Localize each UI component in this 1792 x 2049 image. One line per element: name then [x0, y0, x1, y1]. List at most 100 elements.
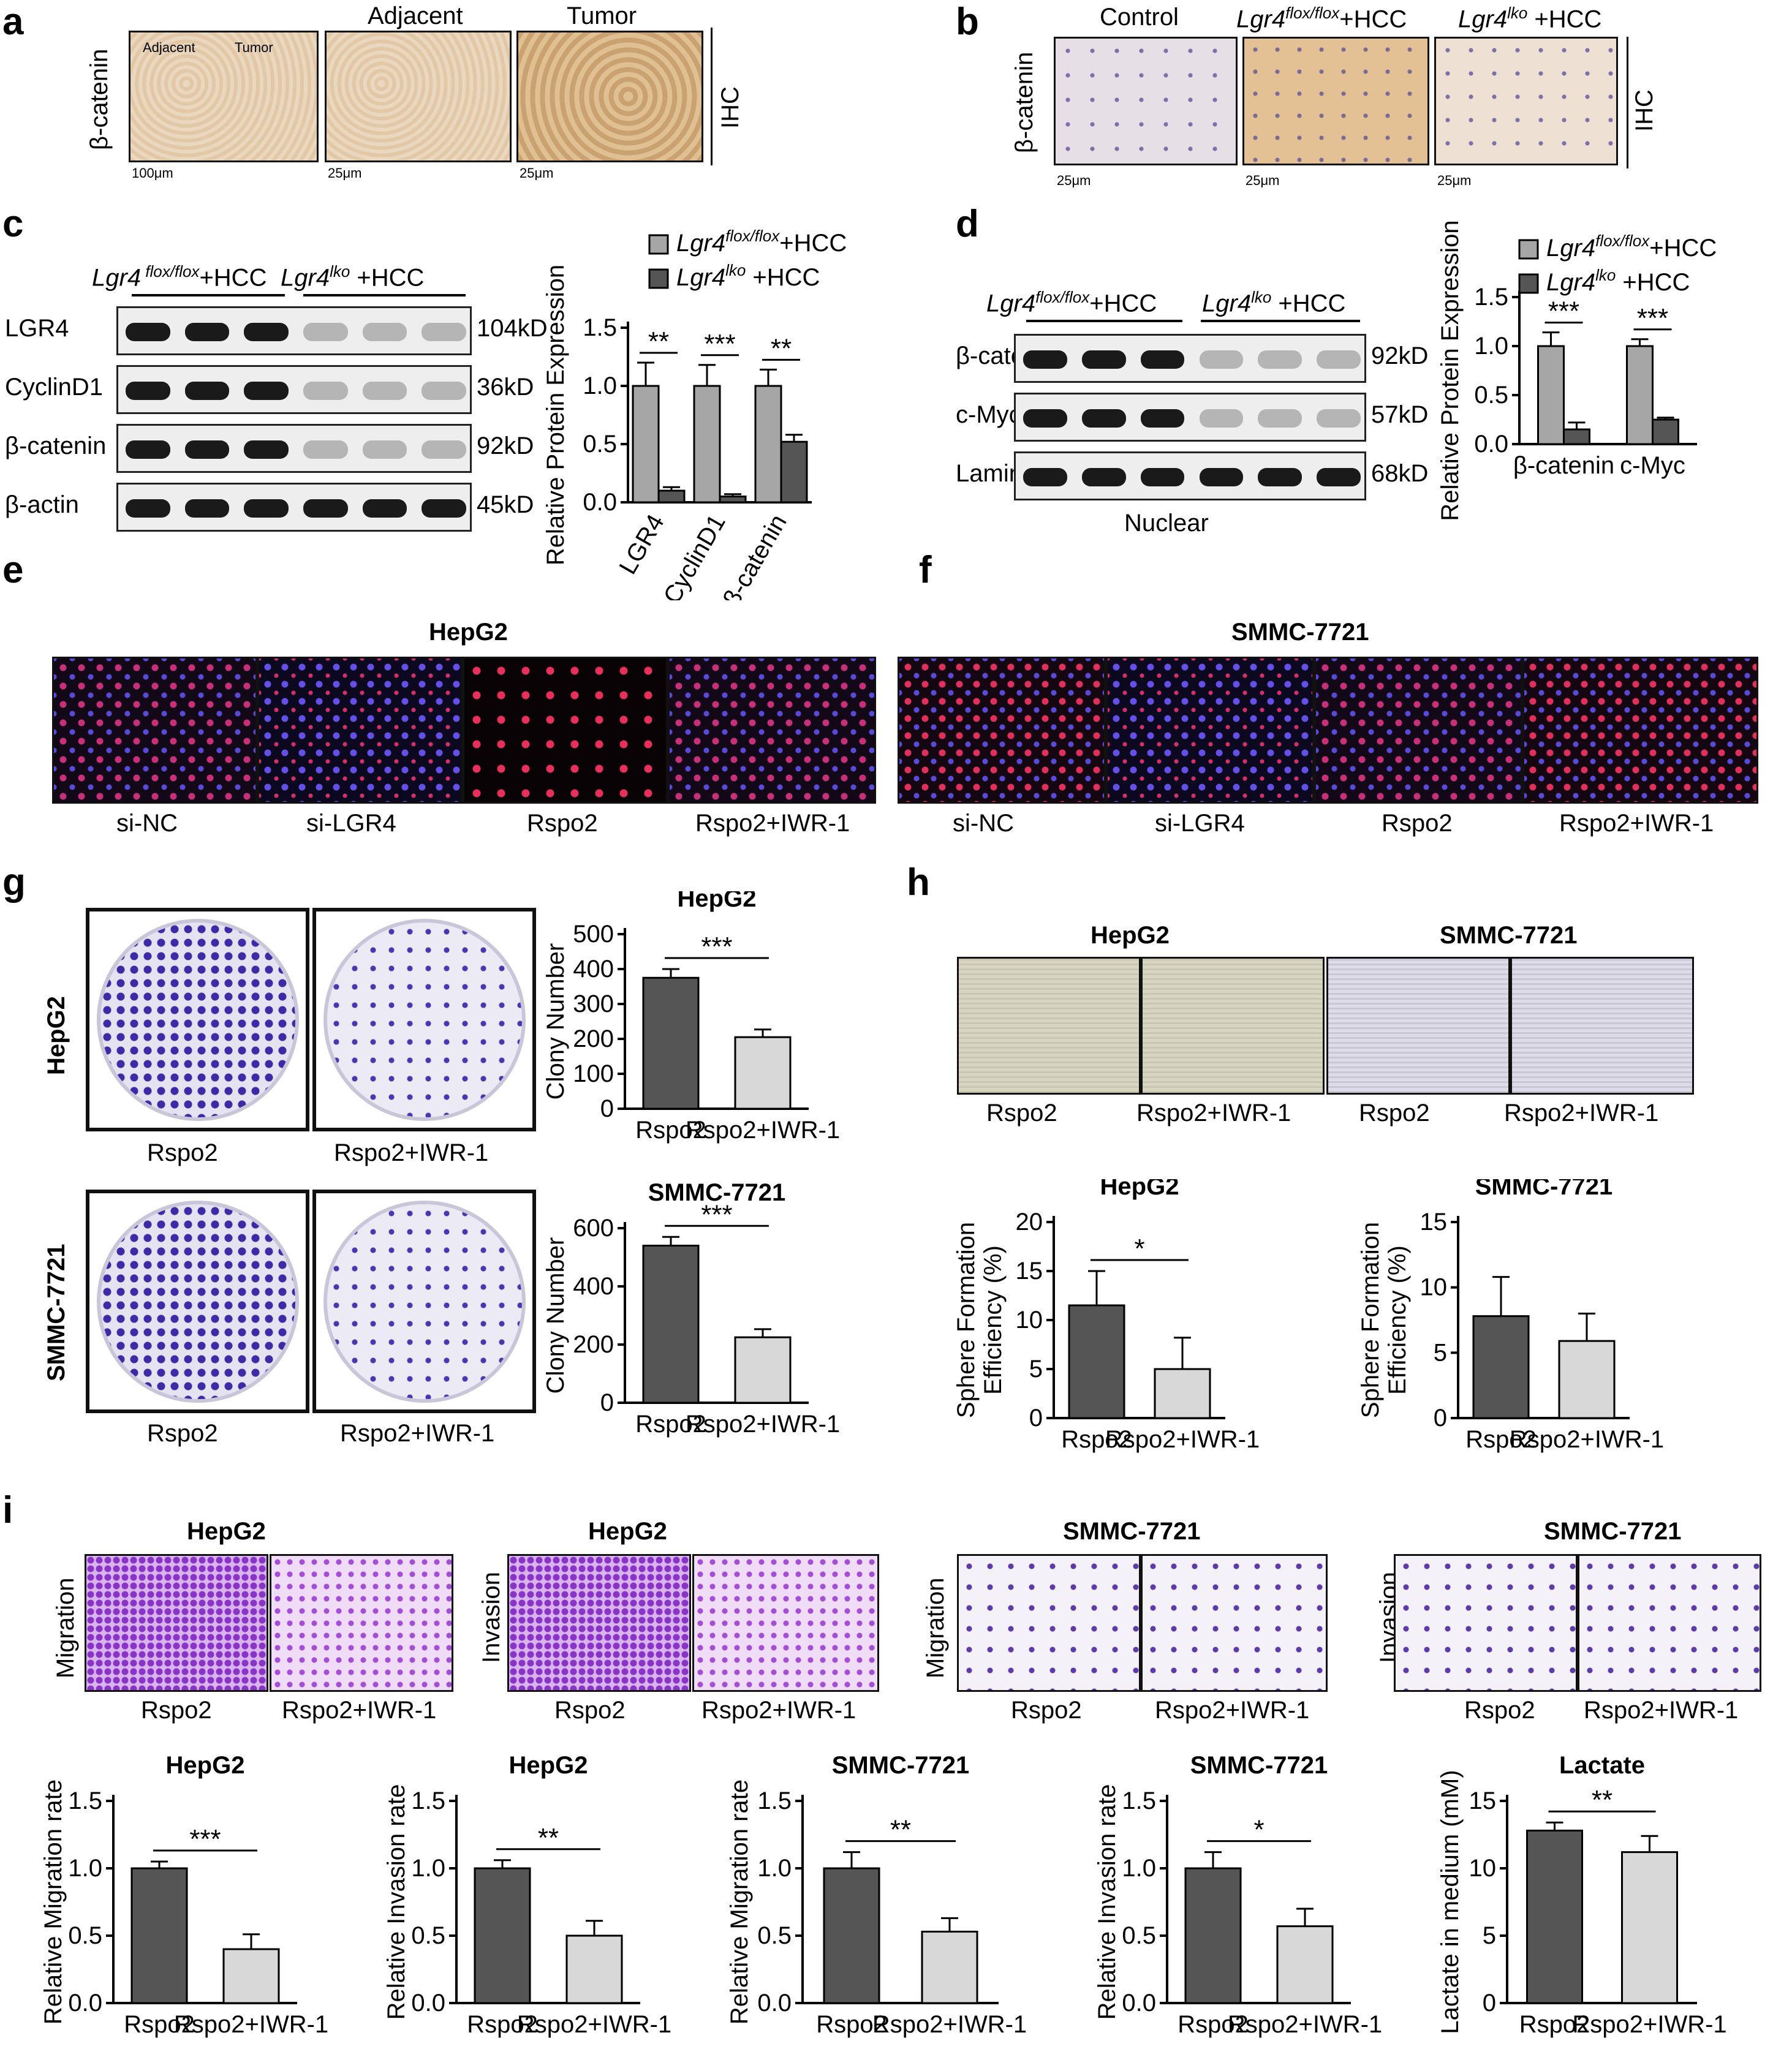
d-group1-suffix: +HCC — [1089, 290, 1157, 317]
chart-title: HepG2 — [509, 1752, 588, 1779]
i-img-label-5: Rspo2 — [1011, 1697, 1082, 1724]
h-image-hepg2-iwr — [1141, 957, 1325, 1095]
b-scale-bar-2: 25μm — [1246, 173, 1280, 188]
y-tick-label: 0.5 — [411, 1922, 445, 1949]
d-band — [1199, 468, 1244, 487]
b-row-label: β-catenin — [1011, 51, 1038, 153]
c-row-size: 104kD — [477, 315, 548, 342]
chart-c: 0.0 0.5 1.0 1.5 Relative Protein Expression L… — [542, 227, 847, 600]
a-adjacent-image — [325, 31, 512, 162]
c-group1-header: Lgr4 flox/flox+HCC — [92, 262, 267, 292]
d-group1-line — [1026, 320, 1182, 322]
y-tick-label: 1.0 — [757, 1855, 792, 1882]
b-side-bracket — [1627, 37, 1628, 168]
y-axis-label: Efficiency (%) — [1384, 1245, 1411, 1395]
y-tick-label: 0.5 — [1122, 1922, 1156, 1949]
chart-title: SMMC-7721 — [648, 1179, 786, 1206]
b-scale-bar-1: 25μm — [1057, 173, 1091, 188]
c-blot-strip — [116, 483, 472, 532]
bar — [780, 440, 808, 504]
chart-title: Lactate — [1559, 1752, 1645, 1779]
y-axis-label: Sphere Formation — [953, 1222, 980, 1418]
d-band — [1317, 468, 1361, 487]
y-tick-label: 0.5 — [68, 1922, 102, 1949]
b-col-lko-suffix: +HCC — [1527, 6, 1602, 33]
i-image-smmc-mig-rspo2 — [957, 1554, 1141, 1692]
y-axis-label: Clony Number — [542, 1237, 569, 1394]
h-image-smmc-rspo2 — [1326, 957, 1510, 1095]
d-blot-strip — [1014, 451, 1366, 500]
e-label-3: Rspo2 — [527, 810, 598, 837]
d-band — [1140, 468, 1185, 487]
i-img-label-1: Rspo2 — [141, 1697, 212, 1724]
b-col-flox: Lgr4flox/flox+HCC — [1236, 4, 1407, 33]
y-axis-label: Lactate in medium (mM) — [1437, 1770, 1464, 2034]
bar — [734, 1036, 792, 1110]
i-image-smmc-inv-iwr — [1578, 1554, 1761, 1692]
y-tick-label: 0.0 — [583, 489, 617, 516]
c-band — [244, 440, 289, 459]
d-band — [1199, 350, 1244, 369]
f-title: SMMC-7721 — [1231, 619, 1369, 646]
g-smmc-iwr-dish — [323, 1201, 526, 1403]
d-band — [1023, 350, 1067, 369]
y-tick-label: 0 — [1029, 1405, 1043, 1432]
y-tick-label: 0.0 — [411, 1990, 445, 2017]
c-band — [126, 499, 170, 518]
legend-gene: Lgr4 — [1546, 235, 1595, 262]
x-tick-label: Rspo2 — [467, 2011, 538, 2038]
bar — [823, 1867, 880, 2004]
x-tick-label: Rspo2 — [1519, 2011, 1590, 2038]
c-group2-gene: Lgr4 — [281, 264, 330, 292]
bar — [734, 1336, 792, 1404]
y-tick-label: 15 — [1469, 1787, 1497, 1814]
d-group2-sup: lko — [1251, 288, 1272, 306]
panel-letter-c: c — [2, 203, 24, 245]
y-axis-label: Efficiency (%) — [980, 1245, 1007, 1395]
d-band — [1317, 409, 1361, 428]
g-hepg2-iwr-frame — [312, 908, 536, 1131]
d-group2-suffix: +HCC — [1271, 290, 1346, 317]
bar — [754, 385, 782, 504]
i-img-label-4: Rspo2+IWR-1 — [701, 1697, 856, 1724]
legend-gene: Lgr4 — [1546, 269, 1595, 296]
y-tick-label: 0.5 — [757, 1922, 792, 1949]
d-row-size: 57kD — [1371, 401, 1429, 428]
a-side-bracket — [711, 28, 713, 165]
a-tumor-image — [516, 31, 703, 162]
c-row-label: β-actin — [5, 491, 79, 518]
legend-suffix: +HCC — [746, 264, 820, 291]
e-label-2: si-LGR4 — [306, 810, 396, 837]
d-band — [1199, 409, 1244, 428]
i-row-label-2: Invasion — [478, 1572, 505, 1663]
x-tick-label: Rspo2 — [1061, 1426, 1132, 1453]
y-tick-label: 1.0 — [1474, 333, 1508, 360]
i-title-4: SMMC-7721 — [1544, 1518, 1682, 1545]
c-group1-suffix: +HCC — [199, 264, 267, 292]
e-image-si-lgr4 — [257, 657, 463, 804]
panel-letter-e: e — [2, 549, 24, 591]
d-group1-sup: flox/flox — [1035, 288, 1090, 306]
b-control-image — [1054, 37, 1238, 165]
significance-label: *** — [189, 1824, 221, 1854]
y-tick-label: 1.5 — [1122, 1787, 1156, 1814]
f-image-si-nc — [898, 657, 1106, 804]
i-title-1: HepG2 — [187, 1518, 266, 1545]
y-tick-label: 200 — [573, 1025, 614, 1052]
f-label-1: si-NC — [953, 810, 1014, 837]
y-tick-label: 400 — [573, 956, 614, 983]
y-tick-label: 100 — [573, 1060, 614, 1087]
i-image-hepg2-inv-rspo2 — [507, 1554, 691, 1692]
a-col-tumor: Tumor — [567, 2, 637, 29]
i-image-hepg2-mig-iwr — [270, 1554, 453, 1692]
c-group1-line — [132, 294, 285, 296]
x-tick-label: LGR4 — [614, 510, 669, 579]
y-axis-label: Sphere Formation — [1357, 1222, 1384, 1418]
i-title-2: HepG2 — [588, 1518, 667, 1545]
d-row-size: 92kD — [1371, 342, 1429, 369]
significance-label: *** — [701, 932, 732, 962]
i-row-label-1: Migration — [52, 1577, 79, 1678]
legend-swatch — [1518, 239, 1539, 260]
y-axis-label: Clony Number — [542, 943, 569, 1100]
